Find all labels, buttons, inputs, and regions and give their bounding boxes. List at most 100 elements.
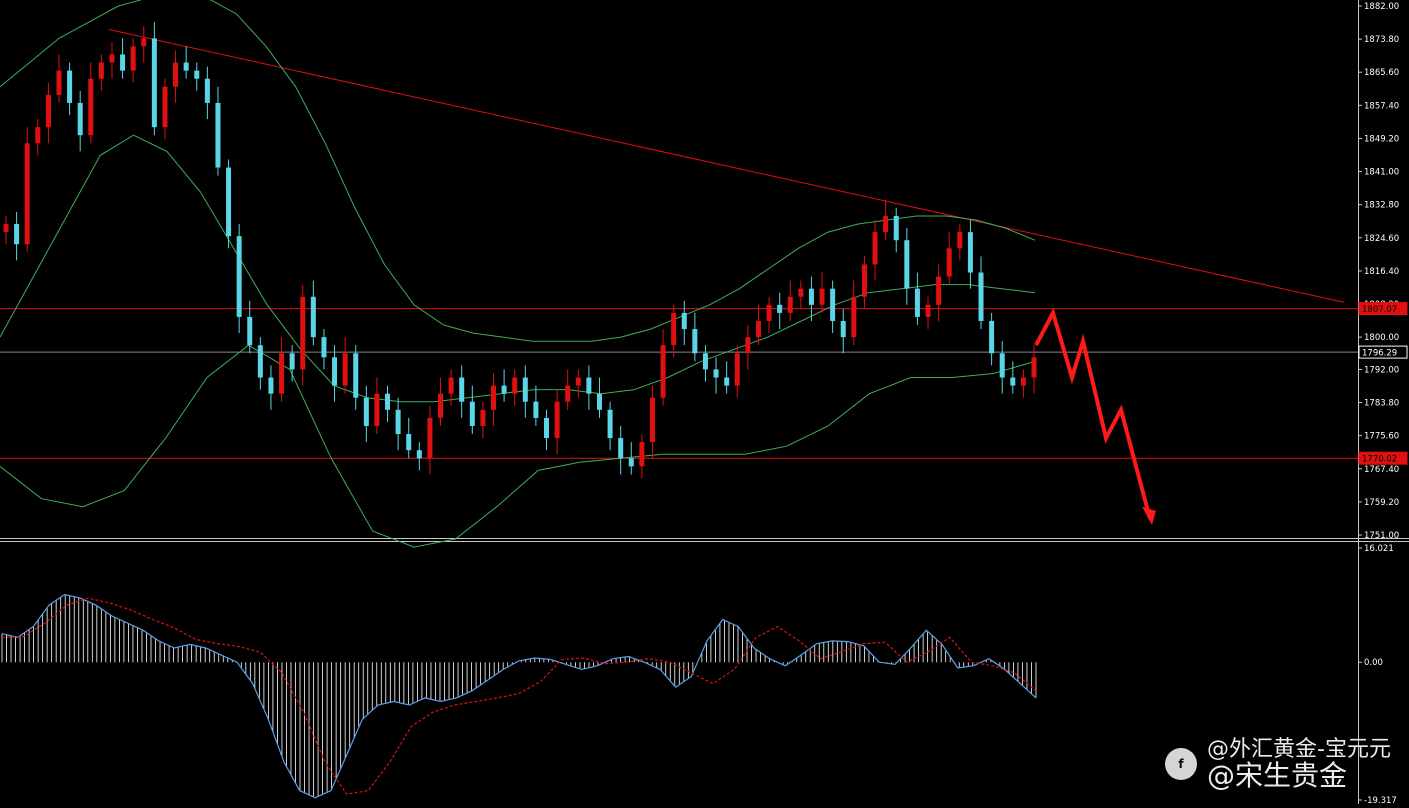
candle-body xyxy=(575,377,581,386)
candle-body xyxy=(681,312,687,330)
candle-body xyxy=(840,320,846,338)
candle-body xyxy=(946,248,952,277)
candle-body xyxy=(777,304,783,313)
candle-body xyxy=(342,353,348,386)
descending-trendline xyxy=(108,28,1345,303)
candle-body xyxy=(416,450,422,459)
candle-body xyxy=(98,62,104,79)
candle-body xyxy=(1020,377,1026,386)
candle-body xyxy=(830,288,836,321)
candle-body xyxy=(310,296,316,338)
candle-body xyxy=(766,304,772,321)
candle-body xyxy=(268,377,274,394)
candle-body xyxy=(745,337,751,354)
candle-body xyxy=(893,215,899,241)
candle-body xyxy=(978,272,984,321)
candle-body xyxy=(607,409,613,439)
price-label-text: 1807.07 xyxy=(1362,305,1397,315)
candle-body xyxy=(596,393,602,410)
candle-body xyxy=(904,240,910,289)
candle-body xyxy=(967,232,973,273)
candle-body xyxy=(448,377,454,394)
candle-body xyxy=(1010,377,1016,386)
price-label-box xyxy=(1358,302,1408,316)
candle-body xyxy=(660,345,666,398)
price-tick-label: 1841.00 xyxy=(1364,168,1399,178)
candle-body xyxy=(512,377,518,394)
candle-body xyxy=(639,442,645,467)
candle-body xyxy=(45,94,51,128)
candle-body xyxy=(724,377,730,386)
macd-tick-label: 0.00 xyxy=(1364,658,1383,668)
candle-body xyxy=(755,320,761,338)
candle-body xyxy=(385,393,391,410)
signal-line xyxy=(1,597,1037,795)
candle-body xyxy=(332,357,338,386)
candle-body xyxy=(469,401,475,426)
candle-body xyxy=(438,393,444,418)
candle-body xyxy=(957,232,963,249)
bollinger-upper-line xyxy=(0,0,1036,342)
candle-body xyxy=(204,78,210,103)
candle-body xyxy=(67,70,73,103)
candle-body xyxy=(819,288,825,305)
candle-body xyxy=(183,62,189,71)
candle-body xyxy=(374,393,380,426)
candle-body xyxy=(713,369,719,378)
watermark-text: @外汇黄金-宝元元 @宋生贵金 xyxy=(1207,736,1391,790)
watermark: f @外汇黄金-宝元元 @宋生贵金 xyxy=(1165,736,1391,790)
candle-body xyxy=(861,264,867,297)
weibo-logo-letter: f xyxy=(1178,756,1184,771)
candle-body xyxy=(586,377,592,394)
candle-body xyxy=(914,288,920,317)
price-tick-label: 1767.40 xyxy=(1364,465,1399,475)
candle-body xyxy=(459,377,465,402)
candle-body xyxy=(554,401,560,439)
weibo-logo-icon: f xyxy=(1165,747,1198,780)
candle-body xyxy=(734,353,740,386)
candle-body xyxy=(162,86,168,128)
price-tick-label: 1865.60 xyxy=(1364,68,1399,78)
candle-body xyxy=(872,232,878,265)
price-tick-label: 1751.00 xyxy=(1364,531,1399,541)
candle-body xyxy=(702,353,708,370)
watermark-line-1: @外汇黄金-宝元元 xyxy=(1207,736,1391,762)
price-tick-label: 1882.00 xyxy=(1364,2,1399,12)
candle-body xyxy=(1031,357,1037,378)
candle-body xyxy=(14,224,20,245)
candle-body xyxy=(215,102,221,168)
price-tick-label: 1792.00 xyxy=(1364,365,1399,375)
macd-line xyxy=(1,593,1037,799)
price-label-box xyxy=(1358,451,1408,465)
bollinger-lower-line xyxy=(0,344,1036,548)
candle-body xyxy=(3,224,9,233)
candle-body xyxy=(501,385,507,394)
candle-body xyxy=(88,78,94,136)
macd-tick-label: 16.021 xyxy=(1364,544,1394,554)
candle-body xyxy=(522,377,528,402)
candle-body xyxy=(279,353,285,394)
price-tick-label: 1849.20 xyxy=(1364,134,1399,144)
candle-body xyxy=(353,353,359,398)
projection-arrow-path xyxy=(1034,307,1152,520)
candle-body xyxy=(300,296,306,370)
candle-body xyxy=(395,409,401,435)
candle-body xyxy=(56,70,62,95)
candle-body xyxy=(999,353,1005,378)
price-tick-label: 1800.00 xyxy=(1364,333,1399,343)
price-tick-label: 1759.20 xyxy=(1364,498,1399,508)
candle-body xyxy=(247,316,253,346)
price-tick-label: 1775.60 xyxy=(1364,432,1399,442)
price-label-text: 1770.02 xyxy=(1362,455,1397,465)
candle-body xyxy=(130,46,136,71)
candle-body xyxy=(151,38,157,128)
candle-body xyxy=(936,276,942,305)
candle-body xyxy=(120,54,126,71)
candle-body xyxy=(628,458,634,467)
candle-body xyxy=(851,296,857,338)
candle-body xyxy=(109,54,115,63)
candle-body xyxy=(406,434,412,451)
candle-body xyxy=(565,385,571,402)
